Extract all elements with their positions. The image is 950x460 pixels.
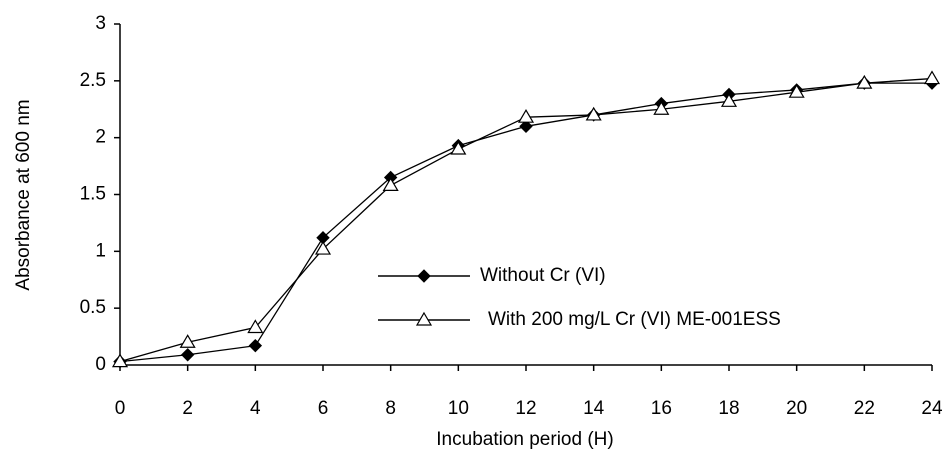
x-tick-label: 4 xyxy=(250,398,261,419)
x-tick-label: 14 xyxy=(583,398,605,419)
data-point xyxy=(653,101,670,115)
data-point xyxy=(519,119,533,134)
x-tick-label: 22 xyxy=(854,398,875,419)
y-tick-label: 3 xyxy=(95,13,106,34)
y-tick-label: 0.5 xyxy=(80,297,106,318)
x-tick-label: 2 xyxy=(182,398,193,419)
data-point xyxy=(788,84,805,98)
data-point xyxy=(923,70,941,85)
legend-marker xyxy=(415,311,433,326)
data-point xyxy=(247,319,264,334)
data-point xyxy=(248,338,263,353)
x-tick-label: 24 xyxy=(921,398,943,419)
data-point xyxy=(314,240,332,255)
x-tick-label: 10 xyxy=(448,398,469,419)
data-point xyxy=(720,93,738,107)
x-tick-label: 6 xyxy=(318,398,329,419)
data-point xyxy=(180,348,195,362)
legend-marker xyxy=(417,269,431,283)
data-point xyxy=(517,109,535,123)
y-tick-label: 0 xyxy=(95,354,106,375)
x-tick-label: 0 xyxy=(115,398,126,419)
y-axis-label: Absorbance at 600 nm xyxy=(13,99,34,290)
data-point xyxy=(585,106,602,121)
data-point xyxy=(450,140,467,155)
x-tick-label: 16 xyxy=(651,398,672,419)
legend-label: With 200 mg/L Cr (VI) ME-001ESS xyxy=(488,309,781,330)
y-tick-label: 1 xyxy=(95,240,106,261)
y-tick-label: 2 xyxy=(95,127,106,148)
y-tick-label: 2.5 xyxy=(80,70,106,91)
data-point xyxy=(382,177,399,192)
data-point xyxy=(856,74,873,89)
legend-label: Without Cr (VI) xyxy=(480,265,606,286)
x-tick-label: 20 xyxy=(786,398,807,419)
data-point xyxy=(111,353,129,368)
x-axis-label: Incubation period (H) xyxy=(436,429,613,450)
x-tick-label: 12 xyxy=(515,398,536,419)
x-tick-label: 18 xyxy=(718,398,739,419)
x-tick-label: 8 xyxy=(385,398,396,419)
data-point xyxy=(179,334,196,348)
y-tick-label: 1.5 xyxy=(80,184,106,205)
